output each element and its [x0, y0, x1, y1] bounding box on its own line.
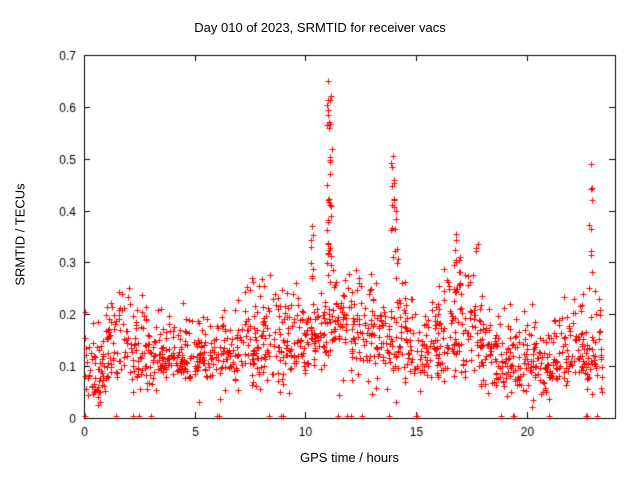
x-axis-label: GPS time / hours	[300, 450, 399, 465]
